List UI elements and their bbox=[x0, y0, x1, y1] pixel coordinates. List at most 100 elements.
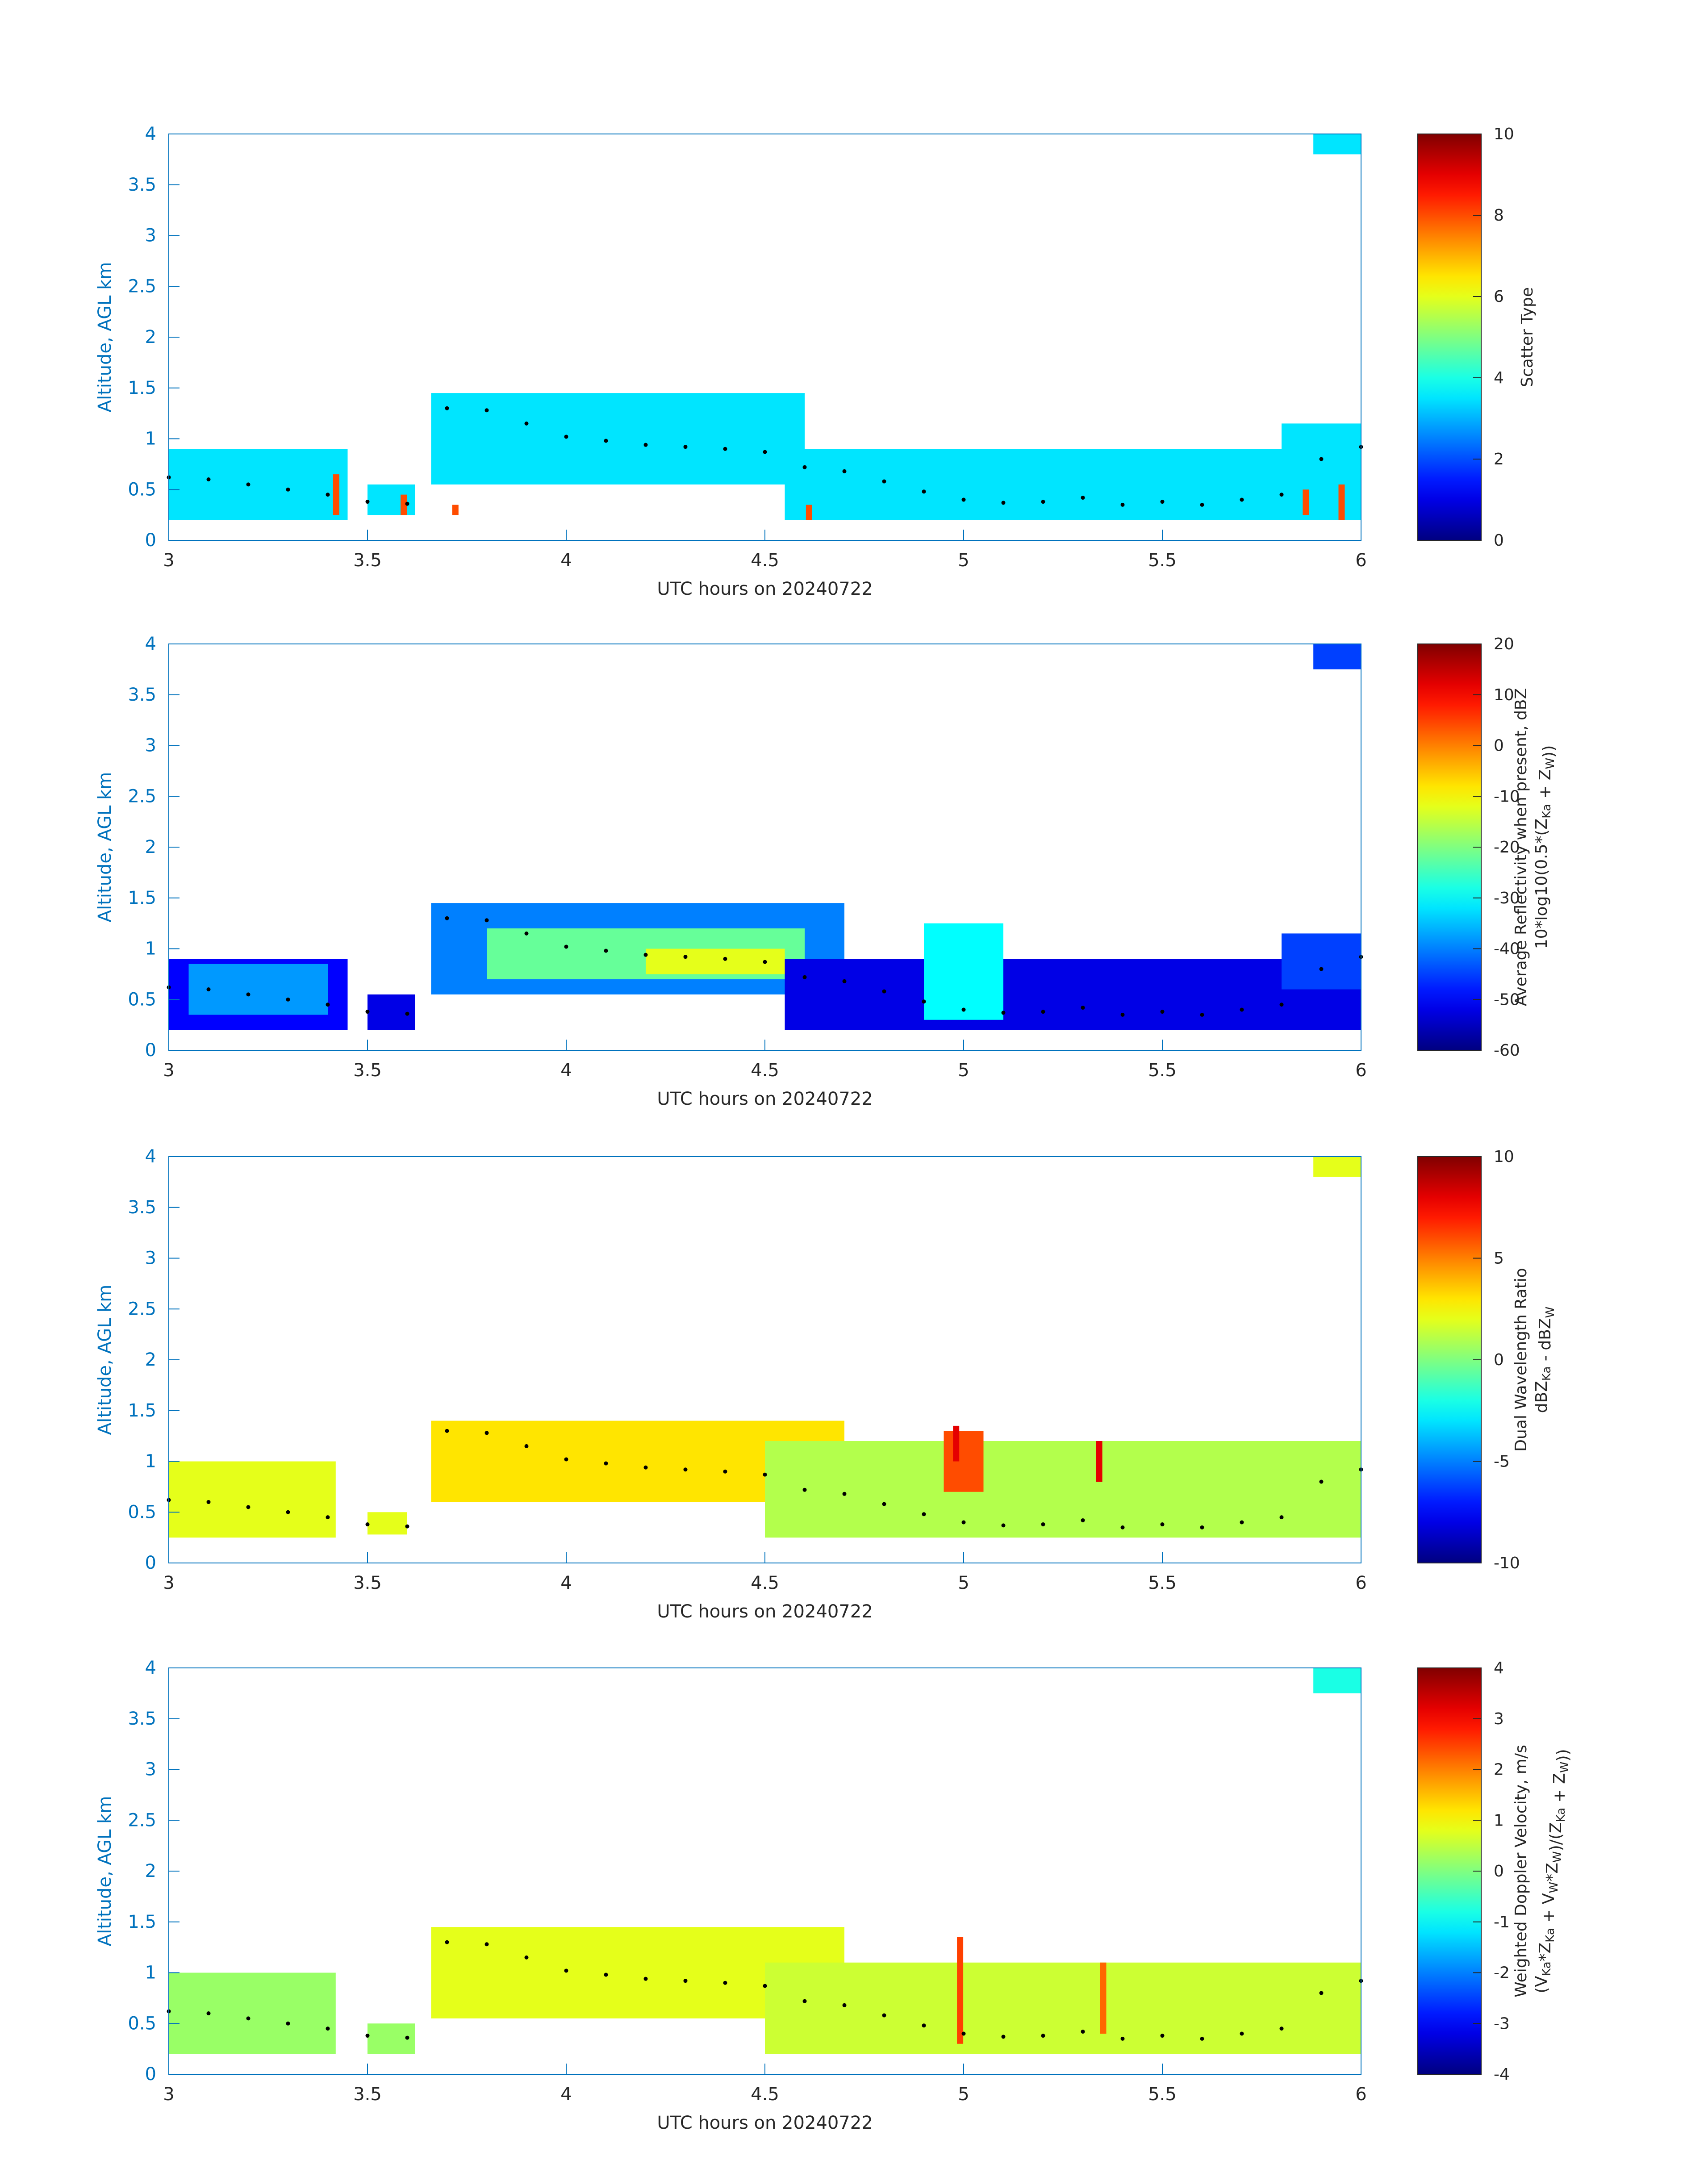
trace-point bbox=[206, 2011, 211, 2015]
heatmap-spot bbox=[1100, 1962, 1107, 2034]
colorbar-label: Dual Wavelength Ratio bbox=[1512, 1268, 1530, 1451]
colorbar-label: dBZKa - dBZW bbox=[1533, 1307, 1557, 1413]
trace-point bbox=[723, 957, 727, 961]
colorbar-tick-label: 5 bbox=[1494, 1249, 1504, 1268]
y-tick-label: 1.5 bbox=[128, 1400, 156, 1421]
colorbar-tick-label: 2 bbox=[1494, 1761, 1504, 1779]
heatmap-region bbox=[188, 964, 328, 1015]
trace-point bbox=[802, 1999, 807, 2003]
y-tick-label: 0 bbox=[145, 1040, 156, 1061]
y-tick-label: 4 bbox=[145, 634, 156, 654]
colorbar-tick-label: 2 bbox=[1494, 450, 1504, 468]
colorbar-tick-label: -1 bbox=[1494, 1913, 1510, 1931]
trace-point bbox=[1200, 1525, 1204, 1529]
x-tick-label: 4.5 bbox=[751, 550, 779, 571]
panel-2: 0 0.5 1 1.5 2 2.5 3 3.5 4 3 3.5 4 4.5 5 5.5 6 UTC hours … bbox=[95, 634, 1558, 1109]
trace-point bbox=[445, 1429, 449, 1433]
colorbar-tick-label: -50 bbox=[1494, 990, 1520, 1009]
heatmap-spot bbox=[953, 1425, 960, 1462]
trace-point bbox=[524, 931, 529, 936]
trace-point bbox=[206, 1500, 211, 1504]
colorbar: 0 2 4 6 8 10 Scatter Type bbox=[1417, 125, 1537, 550]
trace-point bbox=[763, 1984, 767, 1988]
trace-point bbox=[206, 477, 211, 481]
trace-point bbox=[643, 1976, 648, 1981]
trace-point bbox=[802, 975, 807, 979]
trace-point bbox=[405, 501, 409, 506]
trace-point bbox=[484, 918, 489, 923]
colorbar-tick-label: 0 bbox=[1494, 1351, 1504, 1369]
trace-point bbox=[1240, 2031, 1244, 2036]
colorbar: -10 -5 0 5 10 Dual Wavelength Ratio dBZKa - dB… bbox=[1417, 1148, 1557, 1572]
heatmap-spot bbox=[452, 505, 459, 515]
trace-point bbox=[326, 1515, 330, 1520]
trace-point bbox=[683, 1467, 688, 1472]
trace-point bbox=[1160, 500, 1165, 504]
y-axis-label: Altitude, AGL km bbox=[95, 1285, 115, 1435]
heatmap-region bbox=[765, 1441, 1361, 1538]
x-tick-label: 3.5 bbox=[353, 2084, 382, 2105]
heatmap-region bbox=[1313, 1668, 1361, 1693]
trace-point bbox=[643, 1465, 648, 1470]
trace-point bbox=[564, 1968, 568, 1973]
colorbar-gradient bbox=[1417, 1667, 1482, 2075]
trace-point bbox=[246, 2016, 251, 2021]
heatmap-region bbox=[169, 449, 348, 520]
trace-point bbox=[246, 992, 251, 997]
trace-point bbox=[1160, 1010, 1165, 1014]
y-tick-label: 2 bbox=[145, 837, 156, 857]
trace-point bbox=[246, 1505, 251, 1509]
x-tick-label: 4 bbox=[560, 1573, 572, 1593]
trace-point bbox=[604, 949, 608, 953]
x-tick-label: 6 bbox=[1355, 550, 1366, 571]
x-tick-label: 6 bbox=[1355, 2084, 1366, 2105]
x-tick-label: 5 bbox=[958, 550, 969, 571]
trace-point bbox=[723, 1469, 727, 1474]
heatmap-region bbox=[646, 949, 785, 974]
trace-point bbox=[405, 1524, 409, 1529]
x-tick-label: 5.5 bbox=[1148, 2084, 1177, 2105]
y-tick-label: 3.5 bbox=[128, 685, 156, 705]
trace-point bbox=[961, 2031, 966, 2036]
colorbar-tick-label: -20 bbox=[1494, 838, 1520, 857]
y-tick-label: 0 bbox=[145, 1553, 156, 1573]
heatmap-region bbox=[924, 923, 1003, 1020]
y-tick-label: 2.5 bbox=[128, 1299, 156, 1319]
trace-point bbox=[1041, 1010, 1045, 1014]
x-axis-label: UTC hours on 20240722 bbox=[657, 2113, 873, 2133]
colorbar-label: Scatter Type bbox=[1518, 287, 1537, 387]
trace-point bbox=[842, 2003, 847, 2007]
heatmap-spot bbox=[333, 474, 339, 515]
x-axis-label: UTC hours on 20240722 bbox=[657, 579, 873, 599]
trace-point bbox=[683, 1979, 688, 1983]
trace-point bbox=[1200, 2036, 1204, 2041]
y-axis-label: Altitude, AGL km bbox=[95, 1796, 115, 1947]
x-tick-label: 4 bbox=[560, 2084, 572, 2105]
trace-point bbox=[842, 979, 847, 983]
trace-point bbox=[1041, 500, 1045, 504]
trace-point bbox=[922, 2023, 926, 2028]
trace-point bbox=[524, 1444, 529, 1448]
trace-point bbox=[1319, 1991, 1324, 1995]
colorbar-tick-label: 20 bbox=[1494, 635, 1514, 653]
x-tick-label: 3.5 bbox=[353, 1573, 382, 1593]
trace-point bbox=[1120, 1525, 1125, 1529]
heatmap-region bbox=[1282, 423, 1361, 480]
heatmap-region bbox=[1313, 644, 1361, 669]
trace-point bbox=[365, 1522, 370, 1527]
heatmap-region bbox=[1313, 1157, 1361, 1177]
panel-4: 0 0.5 1 1.5 2 2.5 3 3.5 4 3 3.5 4 4.5 5 5.5 6 UTC hours … bbox=[95, 1658, 1572, 2133]
heatmap-spot bbox=[401, 494, 407, 515]
trace-point bbox=[683, 445, 688, 449]
x-tick-label: 5.5 bbox=[1148, 1573, 1177, 1593]
colorbar-tick-label: 3 bbox=[1494, 1710, 1504, 1728]
colorbar-gradient bbox=[1417, 643, 1482, 1051]
trace-point bbox=[405, 1011, 409, 1016]
trace-point bbox=[802, 465, 807, 469]
trace-point bbox=[1041, 1522, 1045, 1527]
trace-point bbox=[1160, 1522, 1165, 1527]
colorbar-tick-label: 10 bbox=[1494, 125, 1514, 143]
trace-point bbox=[1041, 2034, 1045, 2038]
colorbar-tick-label: -40 bbox=[1494, 940, 1520, 958]
trace-point bbox=[882, 2013, 886, 2018]
